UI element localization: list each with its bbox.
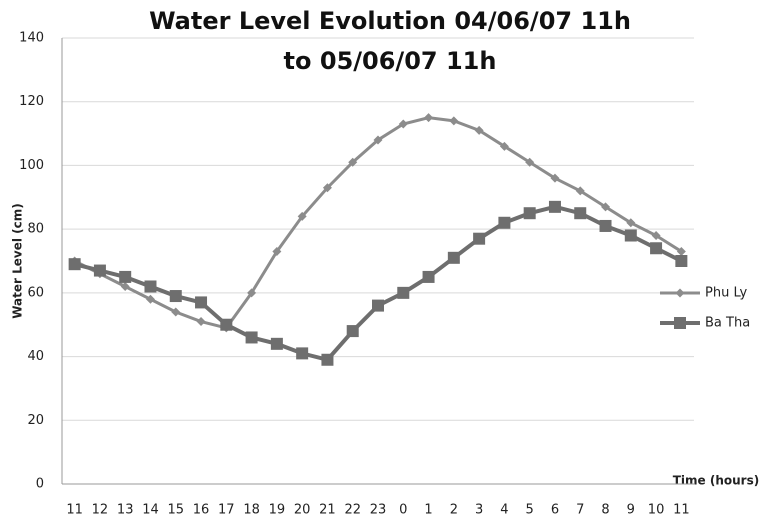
x-tick-label: 17 [218, 503, 235, 518]
marker [674, 317, 686, 329]
marker [650, 242, 663, 255]
series-line [73, 116, 683, 330]
x-tick-label: 10 [648, 503, 665, 518]
marker [574, 207, 587, 220]
marker [474, 125, 484, 135]
marker [270, 337, 283, 350]
x-tick-label: 6 [551, 503, 559, 518]
y-tick-label: 40 [27, 349, 44, 364]
y-tick-label: 140 [19, 31, 44, 46]
legend-label: Ba Tha [705, 316, 750, 331]
y-tick-label: 60 [27, 285, 44, 300]
marker [473, 232, 486, 245]
marker [449, 116, 459, 126]
x-tick-label: 15 [167, 503, 184, 518]
x-tick-label: 23 [370, 503, 387, 518]
marker [245, 331, 258, 344]
y-tick-label: 120 [19, 94, 44, 109]
marker [296, 347, 309, 360]
marker [398, 119, 408, 129]
x-tick-label: 4 [500, 503, 508, 518]
legend-label: Phu Ly [705, 286, 747, 301]
x-tick-label: 13 [117, 503, 134, 518]
x-tick-label: 11 [673, 503, 690, 518]
marker [346, 325, 359, 338]
marker [348, 157, 358, 167]
x-tick-label: 11 [66, 503, 83, 518]
marker [321, 353, 334, 366]
marker [626, 218, 636, 228]
marker [676, 246, 686, 256]
marker [247, 288, 257, 298]
x-tick-label: 22 [344, 503, 361, 518]
marker [195, 296, 208, 309]
x-tick-label: 2 [450, 503, 458, 518]
marker [422, 270, 435, 283]
marker [624, 229, 637, 242]
marker [373, 135, 383, 145]
marker [575, 186, 585, 196]
marker [171, 307, 181, 317]
x-tick-label: 21 [319, 503, 336, 518]
marker [525, 157, 535, 167]
y-tick-label: 80 [27, 222, 44, 237]
y-axis-label: Water Level (cm) [11, 203, 25, 319]
chart-title: to 05/06/07 11h [284, 47, 497, 75]
marker [548, 200, 561, 213]
marker [196, 317, 206, 327]
marker [272, 246, 282, 256]
x-tick-label: 16 [193, 503, 210, 518]
y-tick-label: 20 [27, 413, 44, 428]
x-axis-label: Time (hours) [673, 474, 759, 488]
marker [220, 318, 233, 331]
marker [169, 290, 182, 303]
x-tick-label: 12 [92, 503, 109, 518]
x-tick-label: 19 [269, 503, 286, 518]
marker [675, 288, 685, 298]
x-tick-label: 9 [627, 503, 635, 518]
marker [601, 202, 611, 212]
marker [424, 113, 434, 123]
x-tick-label: 8 [601, 503, 609, 518]
marker [447, 251, 460, 264]
x-tick-label: 3 [475, 503, 483, 518]
marker [144, 280, 157, 293]
x-tick-label: 5 [526, 503, 534, 518]
marker [651, 231, 661, 241]
x-tick-label: 18 [243, 503, 260, 518]
x-tick-label: 0 [399, 503, 407, 518]
y-tick-label: 100 [19, 158, 44, 173]
marker [397, 286, 410, 299]
marker [498, 216, 511, 229]
marker [119, 270, 132, 283]
x-tick-label: 1 [424, 503, 432, 518]
marker [297, 211, 307, 221]
marker [120, 281, 130, 291]
chart-title: Water Level Evolution 04/06/07 11h [149, 7, 631, 35]
marker [68, 258, 81, 271]
marker [145, 294, 155, 304]
x-tick-label: 14 [142, 503, 159, 518]
marker [322, 183, 332, 193]
series-line [74, 204, 683, 362]
marker [372, 299, 384, 312]
marker [93, 264, 106, 277]
marker [523, 207, 536, 220]
x-tick-label: 20 [294, 503, 311, 518]
y-tick-label: 0 [36, 477, 44, 492]
marker [675, 255, 688, 267]
marker [499, 141, 509, 151]
x-tick-label: 7 [576, 503, 584, 518]
marker [550, 173, 560, 183]
marker [599, 219, 612, 232]
